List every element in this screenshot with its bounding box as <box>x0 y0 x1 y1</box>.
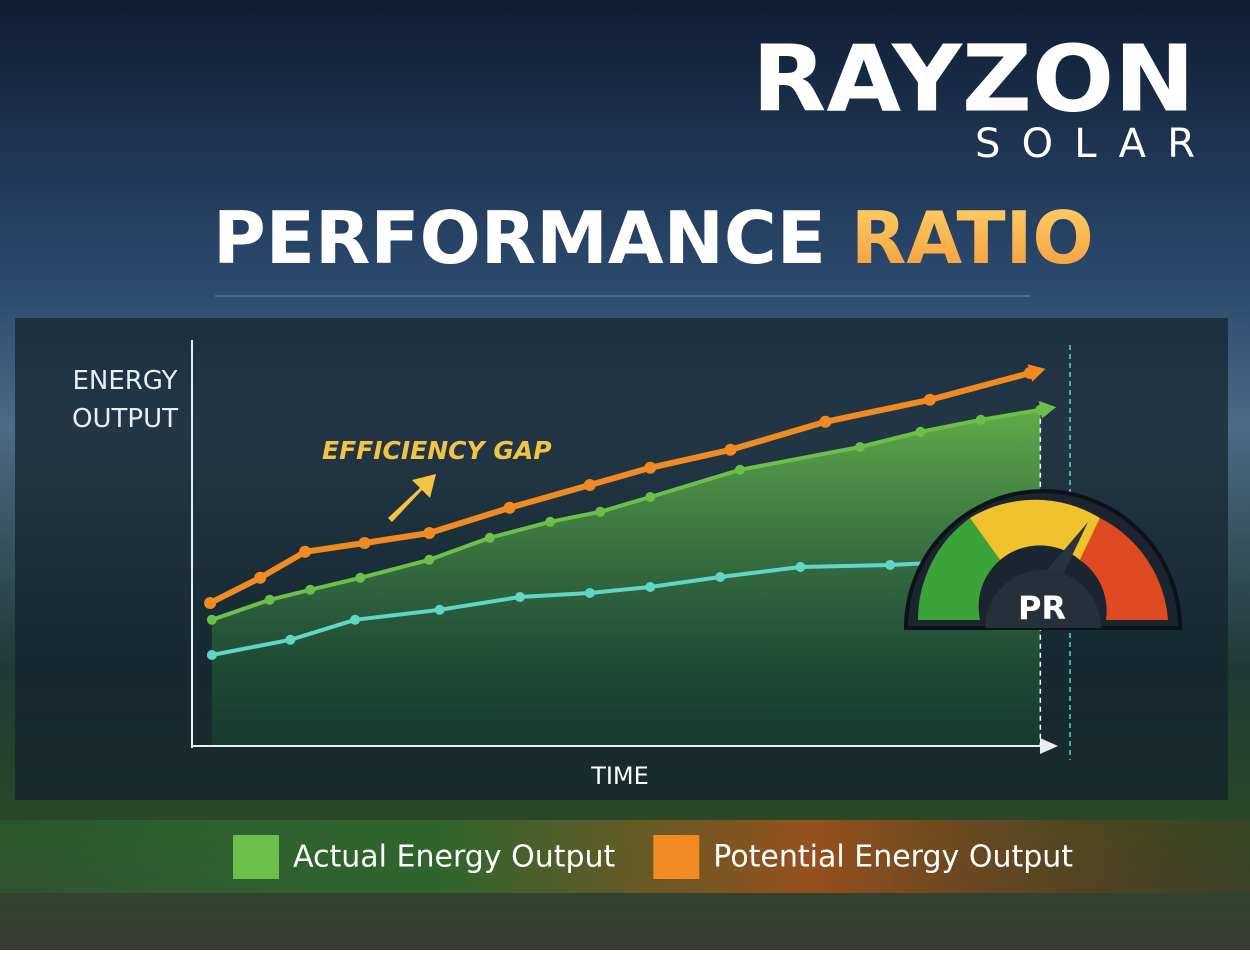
data-point <box>715 572 726 582</box>
x-axis-arrow <box>1040 738 1058 754</box>
y-axis-label: ENERGY OUTPUT <box>72 366 178 434</box>
data-point <box>264 594 275 605</box>
data-point <box>285 634 296 645</box>
title-accent: RATIO <box>851 196 1094 280</box>
data-point <box>299 545 312 558</box>
data-point <box>595 506 606 517</box>
data-point <box>503 501 516 514</box>
legend-swatch <box>233 835 279 879</box>
data-point <box>206 614 217 625</box>
title: PERFORMANCE RATIO <box>213 196 1094 280</box>
data-point <box>915 426 926 437</box>
data-point <box>434 604 445 615</box>
data-point <box>854 442 865 452</box>
brand-name: RAYZON <box>752 25 1195 132</box>
series-line <box>208 370 1031 606</box>
data-point <box>583 479 596 491</box>
data-point <box>724 443 737 456</box>
data-point <box>423 527 436 539</box>
data-point <box>484 532 495 543</box>
data-point <box>424 554 435 565</box>
data-point <box>1035 404 1046 415</box>
legend-label: Actual Energy Output <box>293 840 616 875</box>
data-point <box>735 464 746 475</box>
data-point <box>795 562 806 572</box>
data-point <box>254 571 267 584</box>
data-point <box>355 572 366 583</box>
annotation: EFFICIENCY GAP <box>322 436 552 465</box>
data-point <box>545 516 556 527</box>
data-point <box>206 650 217 660</box>
series-line <box>211 407 1041 622</box>
legend-swatch <box>653 835 700 879</box>
data-point <box>885 560 896 570</box>
data-point <box>645 492 656 502</box>
legend-label: Potential Energy Output <box>713 840 1073 875</box>
legend-band <box>0 820 1250 893</box>
data-point <box>584 588 595 598</box>
data-point <box>514 592 525 602</box>
data-point <box>350 614 361 625</box>
data-point <box>819 415 832 428</box>
x-axis-label: TIME <box>590 762 649 790</box>
data-point <box>975 414 986 425</box>
area <box>211 409 1041 745</box>
annotation-arrow <box>388 474 436 522</box>
title-main: PERFORMANCE <box>213 196 826 280</box>
line-arrow <box>1038 400 1057 419</box>
data-point <box>644 461 657 474</box>
data-point <box>358 537 371 549</box>
data-point <box>204 597 217 609</box>
data-point <box>305 584 316 595</box>
gauge-label: PR <box>1018 589 1066 627</box>
gauge: PR <box>903 489 1183 630</box>
data-point <box>923 393 936 406</box>
data-point <box>1023 367 1036 379</box>
data-point <box>645 582 656 592</box>
